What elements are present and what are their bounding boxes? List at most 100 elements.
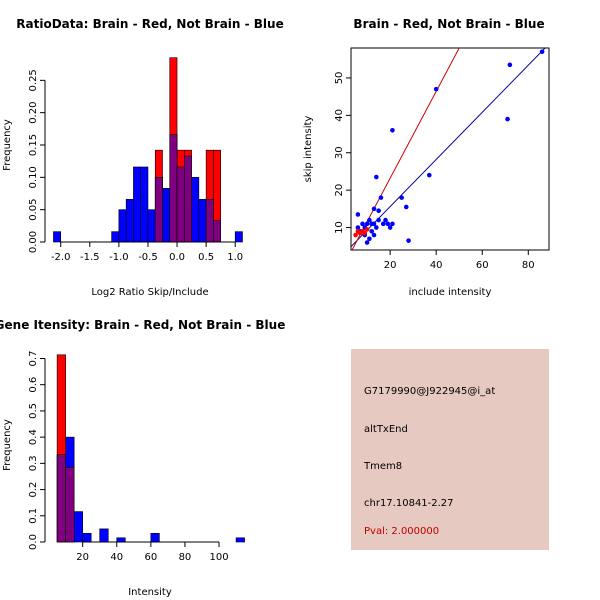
x-tick-label: -1.0 [109,252,129,263]
blue-bar [99,528,109,543]
y-tick-label: 0.0 [28,534,39,550]
y-tick-label: 40 [334,109,345,122]
blue-bar [198,199,207,243]
blue-point [376,208,381,214]
y-tick-label: 0.2 [28,482,39,498]
x-tick-label: -0.5 [138,252,158,263]
y-tick-label: 0.7 [28,351,39,367]
blue-point [371,206,377,212]
y-tick-label: 0.25 [28,69,39,91]
y-tick-label: 0.20 [28,102,39,124]
blue-point [380,221,386,227]
blue-bar [162,188,171,243]
blue-point [403,204,409,210]
x-axis-label: Intensity [128,587,172,598]
y-axis-label: Frequency [2,419,13,471]
event-type-text: altTxEnd [364,424,408,435]
blue-bar [125,199,134,243]
blue-point [433,86,439,92]
blue-bar [140,166,149,243]
blue-bar [133,166,141,243]
gene-intensity-histogram-panel: 20 40 60 80 100 0.0 0.1 0.2 0.3 0.4 0.5 0.6 0.7 Gene … [0,318,285,598]
blue-point [355,212,361,217]
gene-info-panel: G7179990@J922945@i_at altTxEnd Tmem8 chr… [351,349,549,550]
y-axis-label: Frequency [2,119,13,171]
blue-point [385,221,391,227]
blue-bar [116,537,126,543]
y-tick-label: 30 [334,146,345,159]
blue-bar [147,209,156,243]
y-tick-label: 0.4 [28,429,39,445]
blue-bar [53,231,62,243]
blue-point [539,49,545,55]
x-axis-label: Log2 Ratio Skip/Include [91,287,208,298]
blue-point [426,172,432,178]
x-tick-label: 60 [476,260,489,271]
x-tick-label: 20 [384,260,397,271]
blue-point [383,217,388,223]
blue-point [364,240,370,245]
x-tick-label: -1.5 [80,252,100,263]
y-tick-label: 0.15 [28,134,39,156]
overlap-bar [56,454,66,543]
blue-point [367,217,372,223]
chart-title: RatioData: Brain - Red, Not Brain - Blue [16,17,283,31]
y-tick-label: 10 [334,221,345,234]
blue-point [367,236,372,242]
blue-point [390,127,395,133]
blue-point [505,116,510,122]
blue-bar [111,231,120,243]
blue-point [374,225,379,230]
x-tick-label: 0.5 [198,252,214,263]
blue-bar [234,231,243,243]
blue-bar [150,533,160,543]
pval-text: Pval: 2.000000 [364,526,440,537]
chart-title: Brain - Red, Not Brain - Blue [353,17,544,31]
y-tick-label: 0.5 [28,403,39,419]
y-tick-label: 0.05 [28,199,39,221]
probe-id-text: G7179990@J922945@i_at [364,386,496,397]
blue-bar [118,209,127,243]
blue-point [507,62,513,68]
overlap-bar [205,199,214,243]
blue-point [399,195,404,200]
blue-point [390,221,395,227]
blue-point [360,221,365,227]
overlap-bar [65,466,75,543]
blue-point [406,238,411,243]
ratio-histogram-panel: -2.0 -1.5 -1.0 -0.5 0.0 0.5 1.0 0.00 0.05 0.10 0.1… [2,17,284,298]
red-point [362,230,368,236]
red-fit-line [351,48,460,250]
blue-point [376,217,381,223]
y-tick-label: 0.6 [28,377,39,393]
x-tick-label: 1.0 [227,252,243,263]
y-tick-label: 20 [334,184,345,197]
red-point [353,232,358,238]
x-tick-label: 60 [144,552,157,563]
gene-name-text: Tmem8 [364,461,403,472]
intensity-scatter-panel: 20 40 60 80 10 20 30 40 50 Brain - Red, Not Brain… [303,17,550,298]
blue-bar [235,537,245,543]
blue-point [371,232,377,238]
y-tick-label: 0.3 [28,455,39,471]
red-point [364,227,370,232]
overlap-bar [184,155,192,243]
blue-point [378,195,384,200]
x-axis-label: include intensity [409,287,492,298]
x-tick-label: 80 [179,552,192,563]
x-tick-label: 0.0 [169,252,185,263]
x-tick-label: 20 [76,552,89,563]
y-tick-label: 50 [334,72,345,85]
y-tick-label: 0.10 [28,166,39,188]
x-tick-label: 40 [430,260,443,271]
y-tick-label: 0.1 [28,508,39,524]
blue-point [374,174,379,180]
blue-bar [82,533,92,543]
blue-bar [73,511,83,543]
blue-point [387,225,393,230]
y-axis-label: skip intensity [303,116,314,183]
overlap-bar [169,134,178,243]
overlap-bar [154,177,163,243]
location-text: chr17.10841-2.27 [364,498,454,509]
